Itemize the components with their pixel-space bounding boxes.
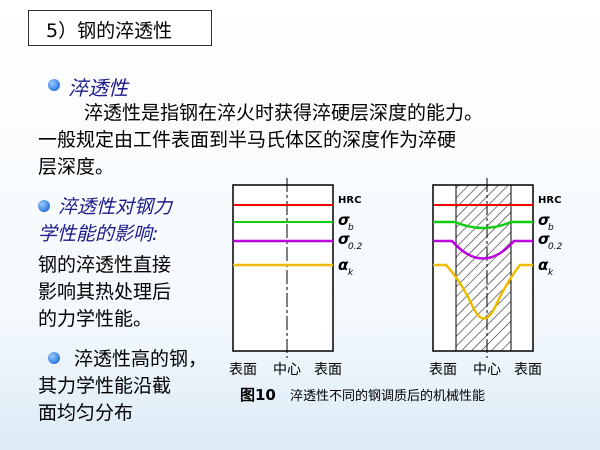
body-line: 钢的淬透性直接 [38,254,172,276]
section-heading: 淬透性 [68,76,128,100]
slide-title: 5）钢的淬透性 [46,20,173,42]
bullet [48,352,60,364]
curve-label: HRC [338,195,361,206]
title-box [28,10,212,46]
body-line: 其力学性能沿截 [38,375,172,397]
curve-label: σ [338,230,350,248]
curve-label-sub: 0.2 [348,242,363,252]
hatched-core [455,184,512,352]
body-line: 面均匀分布 [38,402,134,424]
curve [433,220,533,230]
curve-label-sub: k [548,268,554,278]
curve [433,263,533,320]
axis-label: 中心 [473,362,501,378]
body-line: 影响其热处理后 [38,281,172,303]
curve-label-sub: b [348,223,354,233]
curve-label: σ [338,211,350,229]
curve-label: α [338,256,349,274]
axis-label: 表面 [314,362,342,378]
curve-label-sub: k [348,268,354,278]
section-heading: 淬透性对钢力 [58,196,173,218]
body-line: 淬透性高的钢， [74,348,208,370]
bullet [48,79,60,91]
curve-label: HRC [538,195,561,206]
caption-number: 图10 [240,386,276,404]
axis-label: 表面 [429,362,457,378]
curve-label: α [538,256,549,274]
curve [433,239,533,260]
curve-label: σ [538,230,550,248]
curve-label: σ [538,211,550,229]
axis-label: 中心 [273,362,301,378]
curve-label-sub: 0.2 [548,242,563,252]
body-line: 淬透性是指钢在淬火时获得淬硬层深度的能力。 [84,102,484,124]
caption: 淬透性不同的钢调质后的机械性能 [290,388,485,404]
body-line: 一般规定由工件表面到半马氏体区的深度作为淬硬 [38,129,457,151]
body-line: 层深度。 [38,156,115,178]
bullet [38,200,50,212]
curve-label-sub: b [548,223,554,233]
panel [232,184,334,352]
section-heading: 学性能的影响: [38,223,159,245]
body-line: 的力学性能。 [38,308,153,330]
axis-label: 表面 [514,362,542,378]
axis-label: 表面 [229,362,257,378]
